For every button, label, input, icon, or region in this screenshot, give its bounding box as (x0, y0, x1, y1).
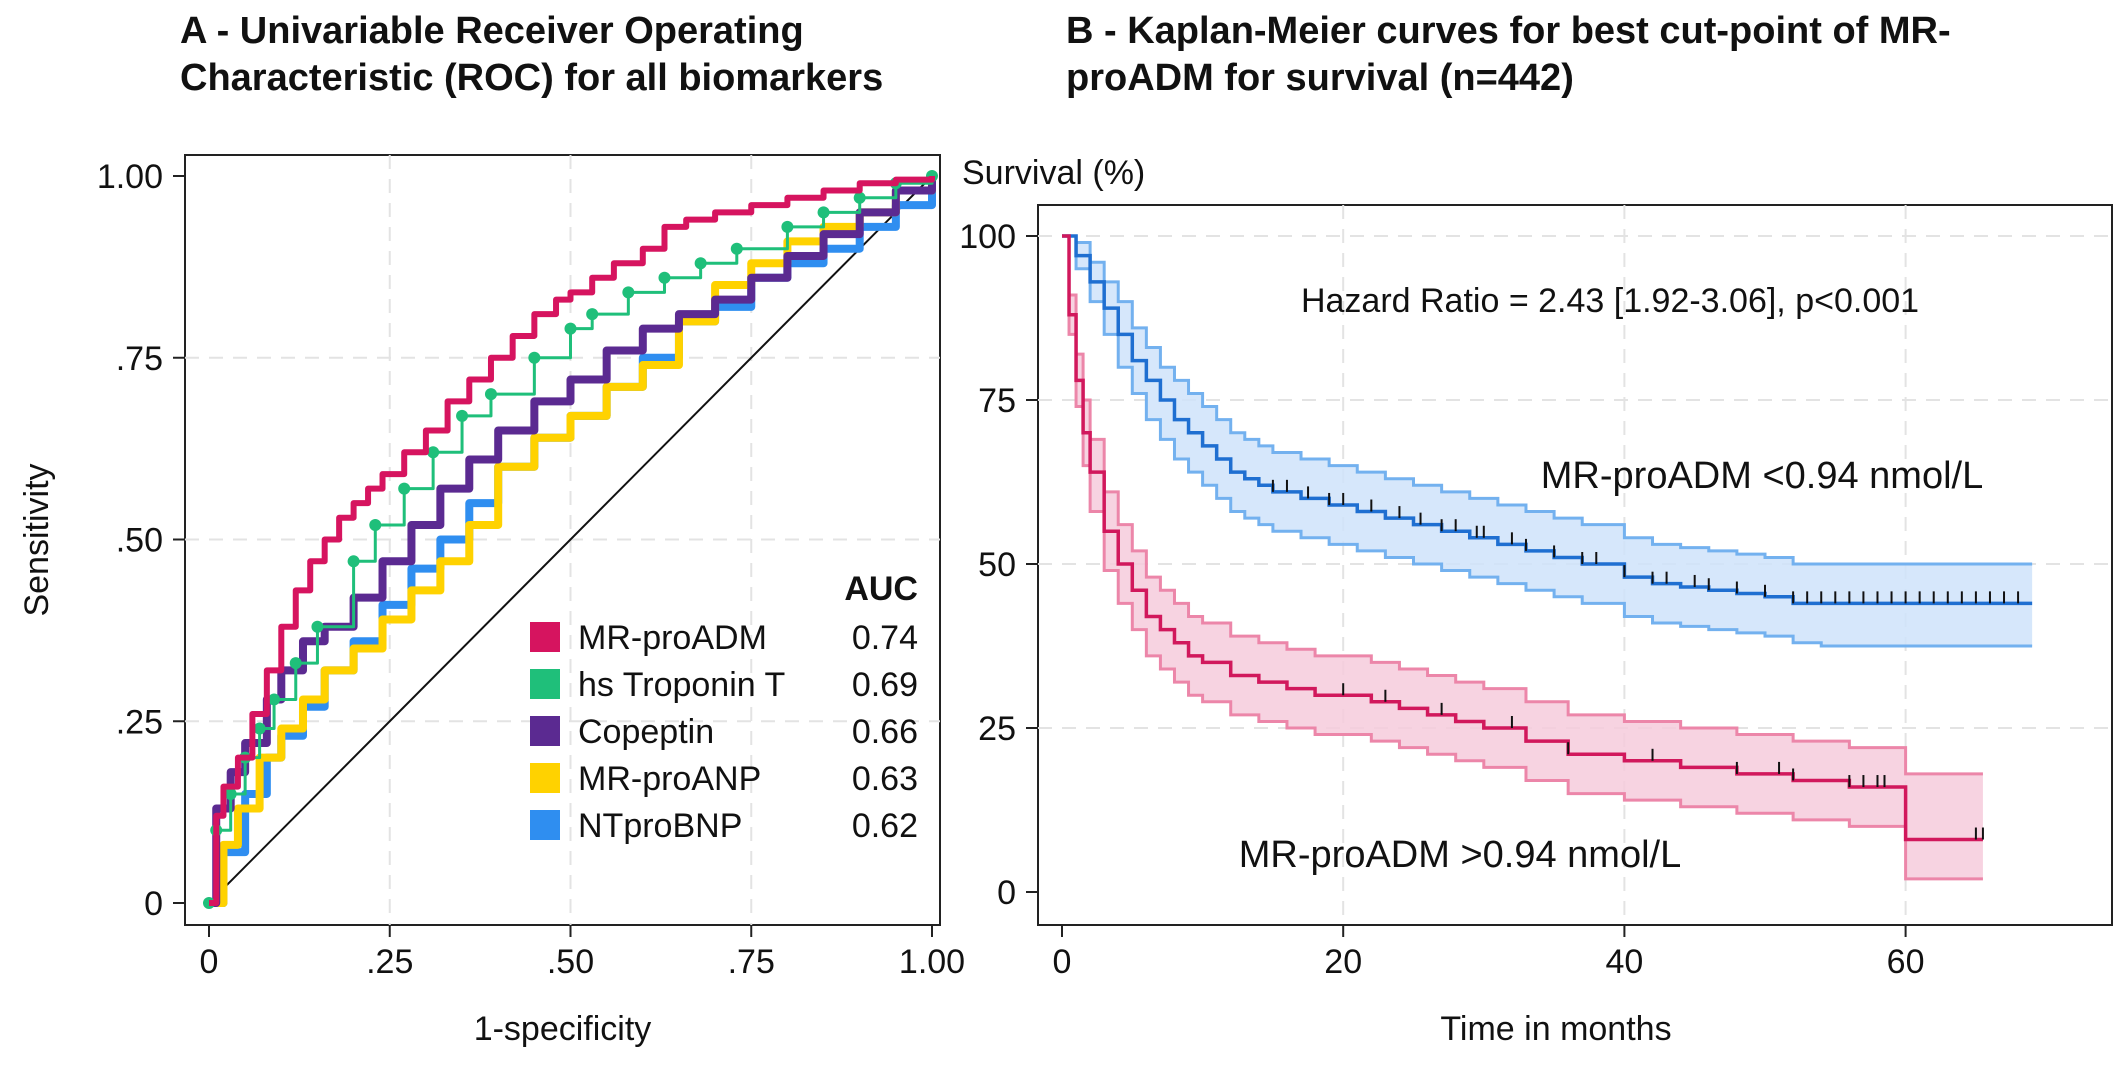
roc-y-tick-label: .25 (116, 703, 163, 741)
roc-point-hs-troponin-t (484, 388, 497, 401)
roc-legend-swatch (530, 716, 560, 746)
roc-axis-ticks: 0 .25 .50 .75 1.00 0 .25 .50 .75 1.00 (97, 158, 965, 981)
roc-point-hs-troponin-t (586, 308, 599, 321)
roc-x-tick-label: .75 (728, 943, 775, 981)
km-y-tick-label: 75 (978, 382, 1016, 420)
km-curve-high (1062, 234, 1983, 842)
roc-y-tick-label: 1.00 (97, 158, 163, 196)
roc-y-tick-label: .75 (116, 340, 163, 378)
roc-plot-frame (184, 154, 941, 926)
roc-point-hs-troponin-t (658, 271, 671, 284)
km-y-axis-label: Survival (%) (962, 154, 1145, 192)
roc-panel-title: A - Univariable Receiver Operating Chara… (180, 10, 884, 99)
roc-y-axis-label: Sensitivity (18, 463, 56, 616)
km-y-tick-label: 50 (978, 546, 1016, 584)
km-band-lower-high (1062, 234, 1983, 881)
km-x-tick-label: 40 (1605, 943, 1643, 981)
km-y-tick-label: 25 (978, 710, 1016, 748)
km-panel-title: B - Kaplan-Meier curves for best cut-poi… (1066, 10, 1951, 99)
roc-panel: 0 .25 .50 .75 1.00 0 .25 .50 .75 1.00 AUC MR-proAD… (18, 154, 965, 1048)
km-band-upper-high (1062, 234, 1983, 776)
roc-x-tick-label: 1.00 (899, 943, 965, 981)
km-band-lower-low (1062, 234, 2033, 648)
roc-point-hs-troponin-t (369, 518, 382, 531)
roc-point-hs-troponin-t (730, 242, 743, 255)
roc-legend-label: NTproBNP (578, 807, 742, 845)
km-x-axis-label: Time in months (1440, 1010, 1671, 1048)
roc-point-hs-troponin-t (268, 693, 281, 706)
roc-legend: AUC MR-proADM 0.74 hs Troponin T 0.69 Copepti… (530, 570, 918, 845)
roc-legend-swatch (530, 669, 560, 699)
roc-x-tick-label: 0 (200, 943, 219, 981)
roc-point-hs-troponin-t (564, 322, 577, 335)
roc-y-tick-label: .50 (116, 522, 163, 560)
roc-legend-auc: 0.62 (852, 807, 918, 845)
roc-point-hs-troponin-t (456, 409, 469, 422)
km-confidence-bands (1062, 234, 2033, 881)
roc-legend-label: MR-proANP (578, 760, 761, 798)
km-x-tick-label: 60 (1887, 943, 1925, 981)
roc-point-hs-troponin-t (224, 787, 237, 800)
roc-legend-swatch (530, 763, 560, 793)
roc-legend-auc: 0.63 (852, 760, 918, 798)
roc-x-axis-label: 1-specificity (474, 1010, 652, 1048)
roc-point-hs-troponin-t (817, 206, 830, 219)
roc-point-hs-troponin-t (528, 351, 541, 364)
roc-curve-mr-proadm (209, 176, 935, 906)
roc-legend-auc: 0.66 (852, 713, 918, 751)
hazard-ratio-annotation: Hazard Ratio = 2.43 [1.92-3.06], p<0.001 (1301, 282, 1919, 320)
roc-point-hs-troponin-t (622, 286, 635, 299)
roc-legend-label: Copeptin (578, 713, 714, 751)
roc-x-tick-label: .50 (547, 943, 594, 981)
roc-legend-swatch (530, 622, 560, 652)
km-x-tick-label: 20 (1324, 943, 1362, 981)
roc-gridlines (185, 155, 940, 925)
roc-legend-header: AUC (844, 570, 918, 608)
km-censor-marks (1271, 479, 2020, 840)
roc-legend-auc: 0.74 (852, 619, 918, 657)
roc-point-hs-troponin-t (311, 620, 324, 633)
km-band-fill-high (1062, 236, 1983, 879)
roc-reference-line (208, 175, 933, 904)
roc-point-hs-troponin-t (289, 657, 302, 670)
roc-legend-label: hs Troponin T (578, 666, 785, 704)
roc-curves (203, 170, 938, 909)
roc-legend-swatch (530, 810, 560, 840)
roc-legend-auc: 0.69 (852, 666, 918, 704)
km-x-tick-label: 0 (1053, 943, 1072, 981)
km-axis-ticks: 0 20 40 60 0 25 50 75 100 (959, 218, 1924, 981)
roc-point-hs-troponin-t (398, 482, 411, 495)
km-y-tick-label: 100 (959, 218, 1016, 256)
roc-point-hs-troponin-t (781, 220, 794, 233)
km-y-tick-label: 0 (997, 874, 1016, 912)
roc-point-hs-troponin-t (427, 446, 440, 459)
roc-x-tick-label: .25 (366, 943, 413, 981)
roc-point-hs-troponin-t (253, 722, 266, 735)
km-panel: 0 20 40 60 0 25 50 75 100 Hazard Ratio = 2.43 [1… (959, 154, 2113, 1048)
km-band-upper-low (1062, 234, 2033, 566)
km-curve-label-high: MR-proADM >0.94 nmol/L (1239, 834, 1681, 876)
km-curve-label-low: MR-proADM <0.94 nmol/L (1541, 455, 1983, 497)
roc-legend-label: MR-proADM (578, 619, 767, 657)
roc-point-hs-troponin-t (694, 257, 707, 270)
roc-point-hs-troponin-t (347, 555, 360, 568)
roc-point-hs-troponin-t (853, 191, 866, 204)
roc-y-tick-label: 0 (144, 885, 163, 923)
